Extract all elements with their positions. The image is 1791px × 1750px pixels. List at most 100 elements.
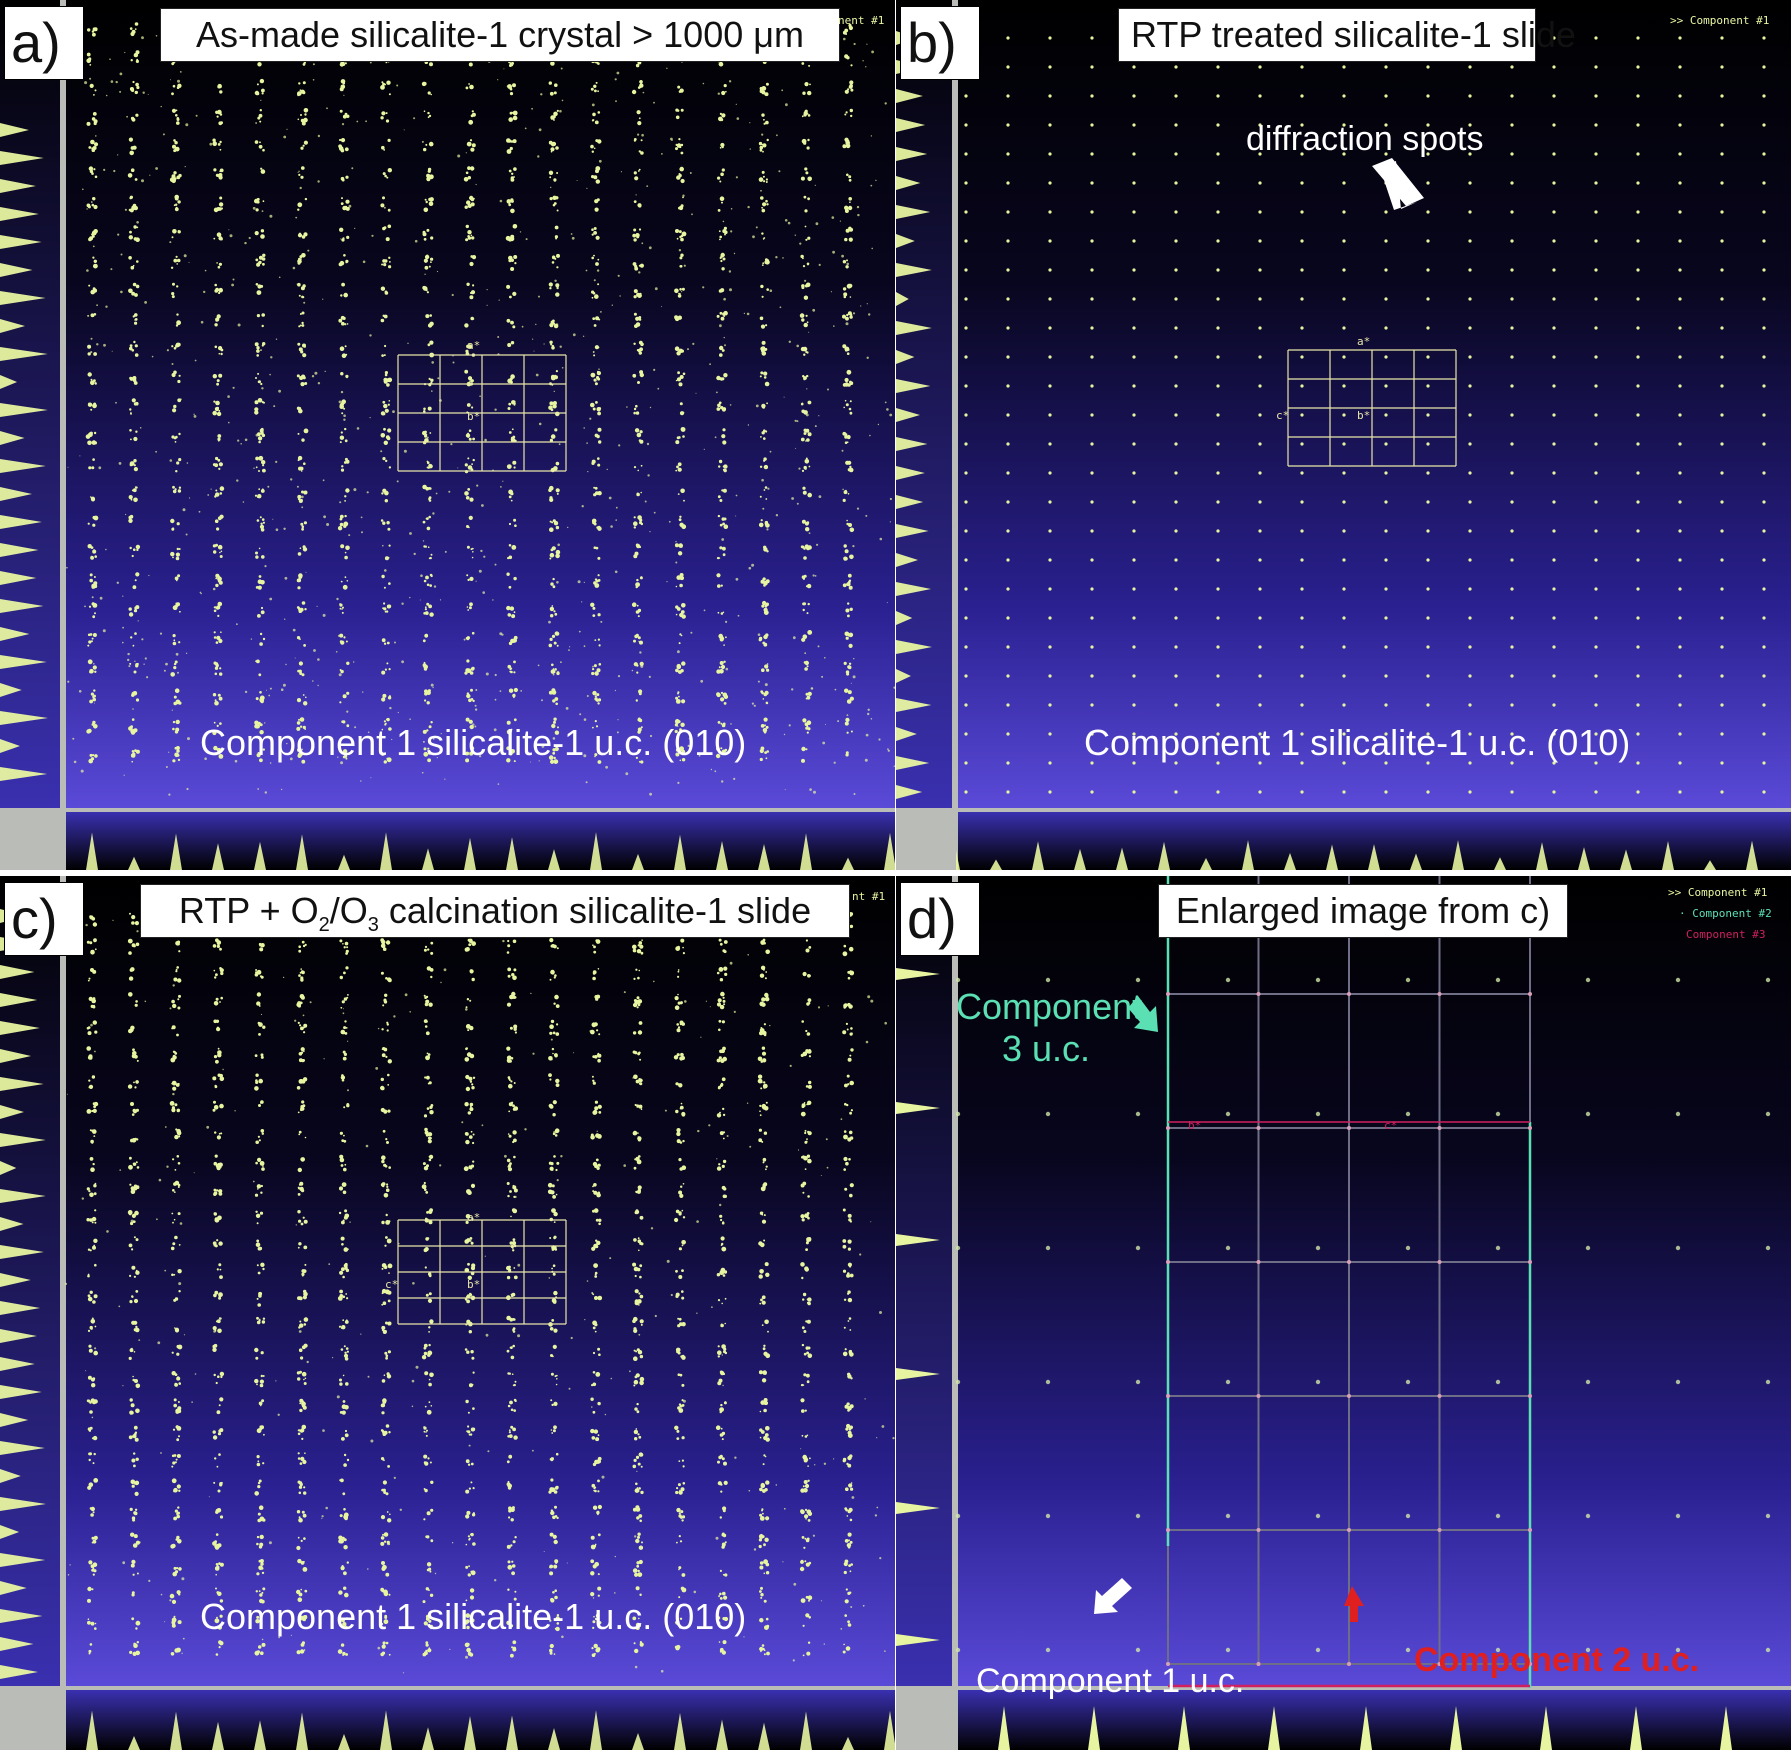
diffraction-spot — [219, 168, 224, 173]
noise-speck — [728, 80, 732, 83]
diffraction-spot — [801, 519, 806, 524]
diffraction-spot — [632, 1130, 638, 1136]
diffraction-spot — [723, 230, 728, 235]
diffraction-spot — [1048, 94, 1052, 98]
diffraction-spot — [87, 352, 91, 356]
noise-speck — [362, 691, 364, 693]
diffraction-spot — [805, 748, 808, 751]
diffraction-spot — [429, 1137, 432, 1140]
diffraction-spot — [557, 726, 559, 729]
diffraction-spot — [467, 609, 470, 611]
noise-speck — [559, 345, 562, 348]
diffraction-spot — [90, 380, 94, 383]
diffraction-spot — [216, 411, 222, 417]
diffraction-spot — [91, 723, 95, 726]
diffraction-spot — [424, 1130, 429, 1135]
diffraction-spot — [128, 288, 133, 294]
diffraction-spot — [847, 665, 851, 669]
noise-speck — [483, 555, 486, 558]
diffraction-spot — [134, 318, 138, 321]
diffraction-spot — [136, 548, 139, 552]
noise-speck — [267, 485, 270, 488]
diffraction-spot — [1552, 413, 1556, 417]
diffraction-spot — [469, 261, 474, 267]
diffraction-spot — [133, 467, 138, 472]
diffraction-spot — [258, 1033, 261, 1036]
diffraction-spot — [128, 607, 132, 611]
noise-speck — [868, 313, 871, 316]
diffraction-spot — [1090, 268, 1094, 272]
diffraction-spot — [256, 354, 260, 357]
noise-speck — [814, 184, 816, 186]
diffraction-spot — [304, 1136, 307, 1139]
diffraction-spot — [464, 323, 469, 328]
diffraction-spot — [639, 439, 644, 444]
diffraction-spot — [842, 431, 847, 436]
diffraction-spot — [343, 1106, 346, 1109]
diffraction-spot — [719, 731, 722, 734]
diffraction-spot — [219, 113, 223, 116]
diffraction-spot — [1216, 355, 1220, 359]
diffraction-spot — [339, 939, 343, 943]
diffraction-spot — [429, 573, 433, 577]
diffraction-spot — [380, 318, 385, 323]
diffraction-spot — [720, 289, 723, 293]
diffraction-spot — [553, 91, 557, 95]
diffraction-spot — [134, 921, 139, 926]
diffraction-spot — [171, 174, 176, 179]
diffraction-spot — [470, 197, 475, 202]
bottom-peak — [338, 854, 350, 870]
diffraction-spot — [470, 1183, 476, 1188]
diffraction-spot — [177, 1186, 180, 1188]
diffraction-spot — [298, 974, 301, 977]
diffraction-spot — [1300, 761, 1304, 765]
diffraction-spot — [91, 148, 96, 152]
diffraction-spot — [215, 577, 218, 580]
diffraction-spot — [340, 148, 345, 153]
noise-speck — [766, 528, 769, 531]
diffraction-spot — [469, 602, 473, 607]
diffraction-spot — [1006, 500, 1010, 504]
diffraction-spot — [549, 527, 554, 532]
diffraction-spot — [1594, 65, 1598, 69]
diffraction-spot — [554, 668, 557, 671]
diffraction-spot — [677, 692, 679, 695]
diffraction-spot — [214, 519, 219, 523]
diffraction-spot — [93, 1184, 97, 1188]
noise-speck — [560, 67, 563, 70]
diffraction-spot — [178, 548, 181, 550]
noise-speck — [755, 404, 759, 408]
diffraction-spot — [680, 427, 686, 432]
diffraction-spot — [430, 261, 432, 263]
diffraction-spot — [382, 693, 387, 698]
diffraction-spot — [215, 1189, 219, 1192]
diffraction-spot — [470, 379, 474, 383]
diffraction-spot — [556, 492, 559, 495]
diffraction-spot — [765, 1101, 768, 1104]
diffraction-spot — [135, 1000, 138, 1003]
noise-speck — [296, 283, 298, 285]
noise-speck — [642, 91, 645, 94]
diffraction-spot — [720, 142, 725, 148]
noise-speck — [886, 408, 889, 411]
diffraction-spot — [173, 171, 177, 175]
diffraction-spot — [1216, 384, 1220, 388]
noise-speck — [568, 649, 570, 651]
diffraction-spot — [1006, 65, 1010, 69]
diffraction-spot — [637, 976, 640, 980]
noise-speck — [185, 123, 189, 127]
noise-speck — [227, 395, 230, 398]
diffraction-spot — [217, 579, 222, 583]
noise-speck — [212, 587, 216, 591]
diffraction-spot — [260, 229, 265, 233]
panel-a: a) As-made silicalite-1 crystal > 1000 μ… — [0, 0, 895, 870]
diffraction-spot — [720, 1058, 725, 1063]
diffraction-spot — [302, 1077, 308, 1082]
diffraction-spot — [552, 404, 557, 409]
diffraction-spot — [1090, 355, 1094, 359]
diffraction-spot — [1216, 181, 1220, 185]
diffraction-spot — [592, 1079, 595, 1082]
diffraction-spot — [510, 1101, 514, 1104]
noise-speck — [591, 103, 595, 107]
diffraction-spot — [346, 235, 350, 239]
